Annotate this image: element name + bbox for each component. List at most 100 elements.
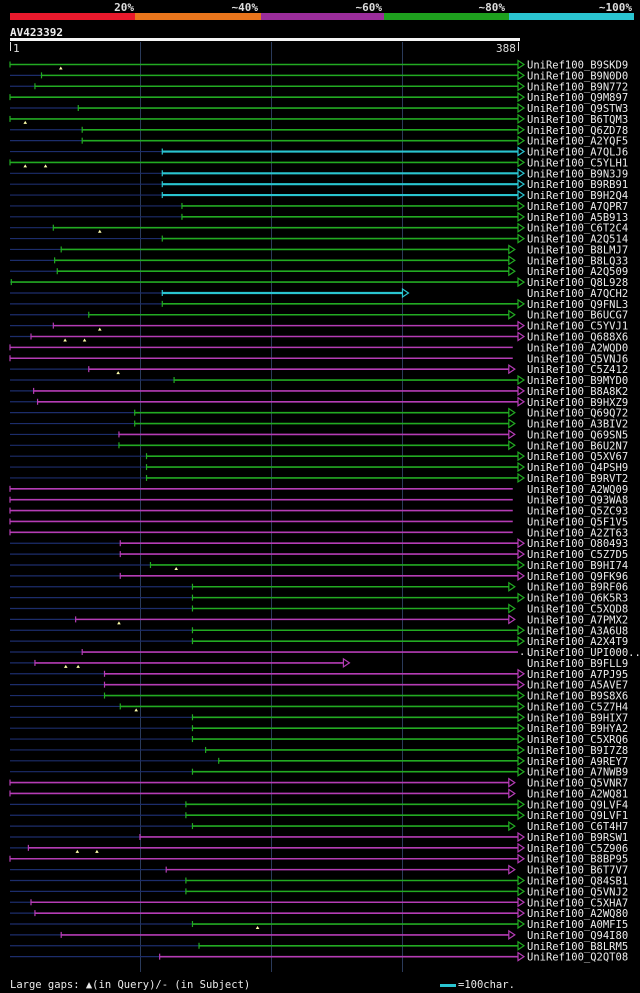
hit-label: UniRef100_Q5VNR7 — [527, 778, 628, 790]
query-gap-marker — [174, 566, 178, 570]
ruler-start-tick — [10, 42, 11, 51]
hit-end-arrow — [517, 799, 526, 810]
scale-key: =100char. — [440, 979, 515, 991]
legend-segment — [10, 13, 135, 20]
hit-label: UniRef100_B6T7V7 — [527, 865, 628, 877]
legend-segment — [384, 13, 509, 20]
hit-label: UniRef100_Q5F1V5 — [527, 516, 628, 528]
grid-line — [402, 42, 403, 972]
hit-label: UniRef100_B9RSW1 — [527, 832, 628, 844]
hit-end-arrow — [508, 266, 516, 277]
hit-label: UniRef100_B9SKD9 — [527, 60, 628, 72]
legend-segment — [261, 13, 384, 20]
identity-legend: 20% ~40% ~60% ~80% ~100% — [0, 0, 640, 24]
hit-label: UniRef100_Q6K5R3 — [527, 593, 628, 605]
hit-label: UniRef100_A0MFI5 — [527, 919, 628, 931]
hit-label: UniRef100_A7QLJ6 — [527, 147, 628, 159]
hit-end-arrow — [517, 570, 526, 581]
query-gap-marker — [43, 164, 48, 168]
hit-end-arrow — [517, 135, 526, 146]
hit-end-arrow — [517, 755, 526, 766]
hit-end-arrow — [517, 157, 526, 168]
hit-end-arrow — [517, 951, 526, 962]
hit-label: UniRef100_Q9M897 — [527, 92, 628, 104]
hit-label: UniRef100_B6UCG7 — [527, 310, 628, 322]
hit-label: UniRef100_B9N0D0 — [527, 70, 628, 82]
query-gap-marker — [117, 621, 121, 625]
hit-label: UniRef100_C5YLH1 — [527, 157, 628, 169]
gap-legend: Large gaps: ▲(in Query)/- (in Subject) — [10, 979, 251, 991]
hit-label: UniRef100_B8A8K2 — [527, 386, 628, 398]
legend-label: ~80% — [478, 1, 506, 14]
hit-label: UniRef100_Q93WA8 — [527, 495, 628, 507]
hit-label: UniRef100_A7PJ95 — [527, 669, 628, 681]
grid-line — [271, 42, 272, 972]
hit-end-arrow — [517, 124, 526, 135]
hit-label: UniRef100_B9H2Q4 — [527, 190, 628, 202]
hit-label: UniRef100_B9HYA2 — [527, 723, 628, 735]
hit-end-arrow — [517, 723, 526, 734]
hit-label: UniRef100_A5B913 — [527, 212, 628, 224]
query-gap-marker — [75, 849, 80, 853]
hit-end-arrow — [517, 200, 526, 212]
legend-segment — [509, 13, 634, 20]
hit-end-arrow — [517, 538, 526, 549]
hit-end-arrow — [508, 603, 516, 614]
ruler-start-label: 1 — [13, 42, 20, 55]
hit-label: UniRef100_B9HI74 — [527, 560, 628, 572]
hit-label: UniRef100_C5Z906 — [527, 843, 628, 855]
hit-end-arrow — [517, 222, 526, 233]
scale-label: =100char. — [458, 979, 515, 991]
query-gap-marker — [76, 664, 80, 668]
hit-end-arrow — [517, 451, 526, 462]
hit-label: UniRef100_A2WQ80 — [527, 908, 628, 920]
query-gap-marker — [59, 66, 63, 70]
hit-end-arrow — [517, 179, 526, 190]
hit-continuation: .. — [519, 646, 532, 658]
hit-label: UniRef100_Q5VNJ6 — [527, 353, 628, 365]
hit-end-arrow — [517, 853, 526, 864]
hit-label: UniRef100_Q9LVF4 — [527, 799, 628, 811]
query-gap-marker — [82, 338, 87, 342]
hit-label: UniRef100_B9FLL9 — [527, 658, 628, 670]
hit-end-arrow — [517, 92, 526, 103]
hit-end-arrow — [508, 429, 516, 440]
hit-end-arrow — [508, 788, 516, 799]
hit-label: UniRef100_B9S8X6 — [527, 691, 628, 703]
hit-label: UniRef100_A2X4T9 — [527, 636, 628, 648]
hit-label: UniRef100_B8BP95 — [527, 854, 628, 866]
hit-label: UniRef100_A7QPR7 — [527, 201, 628, 213]
hit-label: UniRef100_C5XHA7 — [527, 897, 628, 909]
hit-label: UniRef100_C6T2C4 — [527, 223, 628, 235]
hit-end-arrow — [517, 712, 526, 723]
hit-end-arrow — [401, 287, 410, 299]
hit-end-arrow — [517, 298, 526, 309]
query-gap-marker — [63, 338, 67, 342]
query-gap-marker — [97, 327, 102, 331]
hit-end-arrow — [517, 211, 526, 222]
hit-label: UniRef100_B9HXZ9 — [527, 397, 628, 409]
hit-end-arrow — [508, 255, 516, 266]
hit-end-arrow — [517, 690, 526, 701]
hit-label: UniRef100_B8LMJ7 — [527, 244, 628, 256]
hit-end-arrow — [517, 113, 526, 125]
hit-end-arrow — [517, 168, 526, 179]
hit-end-arrow — [508, 244, 516, 255]
hit-label: UniRef100_Q69SN5 — [527, 429, 628, 441]
hit-label: UniRef100_Q688X6 — [527, 332, 628, 344]
hit-label: UniRef100_B6U2N7 — [527, 440, 628, 452]
hit-end-arrow — [517, 842, 526, 853]
hit-end-arrow — [517, 59, 526, 70]
hit-label: UniRef100_B9HIX7 — [527, 712, 628, 724]
legend-label: ~40% — [231, 1, 259, 14]
hit-label: UniRef100_O80493 — [527, 538, 628, 550]
ruler-end-label: 388 — [496, 42, 516, 55]
hit-label: UniRef100_Q5ZC93 — [527, 506, 628, 518]
hit-end-arrow — [517, 668, 526, 679]
hit-label: UniRef100_B9RF06 — [527, 582, 628, 594]
hit-end-arrow — [517, 81, 526, 92]
hit-label: UniRef100_C5YVJ1 — [527, 321, 628, 333]
hit-end-arrow — [508, 407, 516, 418]
hit-end-arrow — [508, 440, 516, 451]
hit-label: UniRef100_Q5VNJ2 — [527, 886, 628, 898]
